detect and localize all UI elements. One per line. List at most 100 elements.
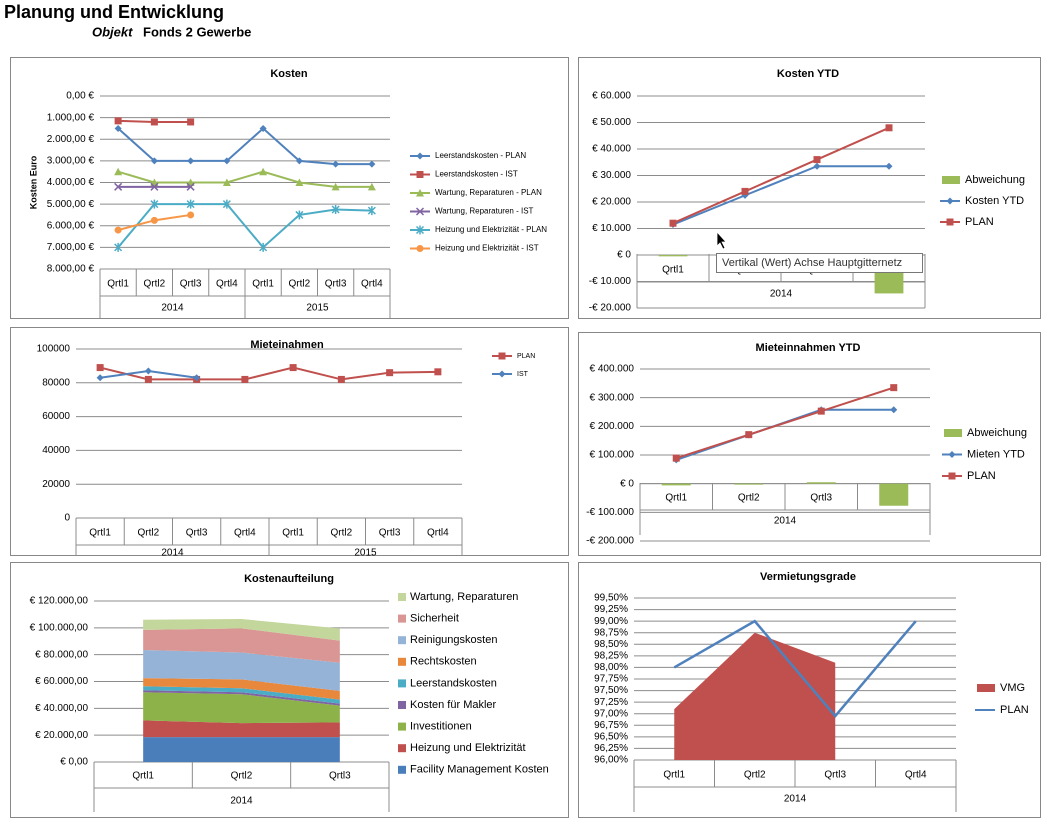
legend-label: Leerstandskosten - IST: [435, 170, 518, 179]
y-tick-label: -€ 10.000: [589, 276, 632, 287]
chart-title: Kostenaufteilung: [244, 573, 334, 585]
panel: [10, 327, 569, 556]
x-tick-label: Qrtl4: [234, 528, 256, 539]
x-tick-label: Qrtl1: [282, 528, 304, 539]
x-tick-label: Qrtl3: [186, 528, 208, 539]
chart-title: Vermietungsgrade: [760, 571, 856, 583]
y-tick-label: € 100.000: [590, 450, 635, 461]
y-tick-label: € 20.000,00: [35, 730, 88, 741]
area: [143, 720, 340, 738]
legend-label: PLAN: [967, 470, 996, 482]
y-tick-label: -€ 100.000: [586, 507, 634, 518]
marker: [890, 406, 898, 414]
marker: [150, 182, 159, 191]
y-tick-label: 96,75%: [594, 720, 628, 731]
area: [143, 618, 340, 641]
line: [672, 126, 890, 225]
y-tick-label: € 10.000: [592, 223, 631, 234]
line: [673, 619, 917, 718]
legend-swatch: [398, 765, 406, 774]
y-tick-label: € 30.000: [592, 170, 631, 181]
chart: Vermietungsgrade 96,00%96,25%96,50%96,75%…: [594, 571, 1029, 812]
y-tick-label: € 0: [620, 478, 634, 489]
bar: [879, 483, 909, 506]
y-tick-label: € 100.000,00: [30, 622, 89, 633]
legend-label: Heizung und Elektrizität - IST: [435, 244, 539, 253]
x-tick-label: Qrtl1: [132, 771, 154, 782]
y-tick-label: € 400.000: [590, 364, 635, 375]
panel: [10, 57, 569, 319]
legend-swatch: [398, 593, 406, 601]
marker: [289, 364, 297, 372]
legend-label: Abweichung: [967, 427, 1027, 439]
legend-label: Investitionen: [410, 721, 472, 733]
marker: [144, 367, 152, 375]
page-title: Planung und Entwicklung: [4, 2, 224, 22]
y-tick-label: 98,25%: [594, 650, 628, 661]
y-tick-label: € 40.000: [592, 144, 631, 155]
object-label: Objekt: [92, 24, 133, 39]
y-tick-label: € 0,00: [60, 757, 88, 768]
legend-label: PLAN: [965, 216, 994, 228]
y-tick-label: € 60.000: [592, 91, 631, 102]
x-tick-label: Qrtl2: [738, 493, 760, 504]
marker: [187, 211, 195, 219]
y-tick-label: € 60.000,00: [35, 676, 88, 687]
chart: Kostenaufteilung € 0,00 € 20.000,00 € 40.00…: [30, 573, 549, 812]
marker: [222, 199, 231, 209]
y-tick-label: € 120.000,00: [30, 596, 89, 607]
x-tick-label: Qrtl4: [361, 279, 383, 290]
cursor: [716, 230, 727, 250]
y-tick-label: 20000: [42, 479, 70, 490]
marker: [415, 225, 425, 235]
marker: [416, 189, 424, 197]
marker: [144, 375, 152, 383]
marker: [259, 167, 268, 176]
marker: [150, 199, 159, 209]
y-tick-label: 98,50%: [594, 639, 628, 650]
marker: [259, 242, 268, 252]
marker: [331, 182, 340, 191]
group-label: 2014: [784, 794, 807, 805]
x-tick-label: Qrtl2: [144, 279, 166, 290]
marker: [223, 157, 231, 165]
y-tick-label: € 300.000: [590, 392, 635, 403]
marker: [259, 124, 267, 132]
y-axis-label: Kosten Euro: [28, 155, 38, 209]
legend-label: Kosten für Makler: [410, 699, 497, 711]
x-tick-label: Qrtl1: [107, 279, 129, 290]
marker: [368, 160, 376, 168]
marker: [241, 375, 249, 383]
legend-swatch: [398, 657, 406, 666]
marker: [295, 210, 304, 220]
group-label: 2014: [161, 548, 184, 559]
y-tick-label: 100000: [37, 344, 71, 355]
x-tick-label: Qrtl4: [216, 279, 238, 290]
y-tick-label: 97,00%: [594, 708, 628, 719]
marker: [813, 162, 821, 170]
legend-label: Leerstandskosten: [410, 677, 497, 689]
marker: [114, 167, 123, 176]
group-label: 2015: [354, 548, 377, 559]
legend-label: Rechtskosten: [410, 656, 477, 668]
area: [143, 690, 340, 706]
y-tick-label: € 40.000,00: [35, 703, 88, 714]
marker: [150, 157, 158, 165]
marker: [885, 162, 893, 170]
marker: [114, 242, 123, 252]
x-tick-label: Qrtl1: [89, 528, 111, 539]
y-tick-label: 99,00%: [594, 616, 628, 627]
legend-swatch: [398, 744, 406, 753]
y-tick-label: 0,00 €: [66, 91, 94, 102]
x-tick-label: Qrtl3: [329, 771, 351, 782]
legend-label: Heizung und Elektrizität - PLAN: [435, 225, 547, 234]
area: [143, 678, 340, 700]
marker: [817, 407, 825, 415]
area: [143, 649, 340, 691]
x-tick-label: Qrtl4: [905, 770, 927, 781]
marker: [96, 364, 104, 372]
x-tick-label: Qrtl2: [231, 771, 253, 782]
chart: Kosten Kosten Euro 0,00 € 1.000,00 € 2.000,0…: [28, 68, 547, 318]
marker: [337, 375, 345, 383]
